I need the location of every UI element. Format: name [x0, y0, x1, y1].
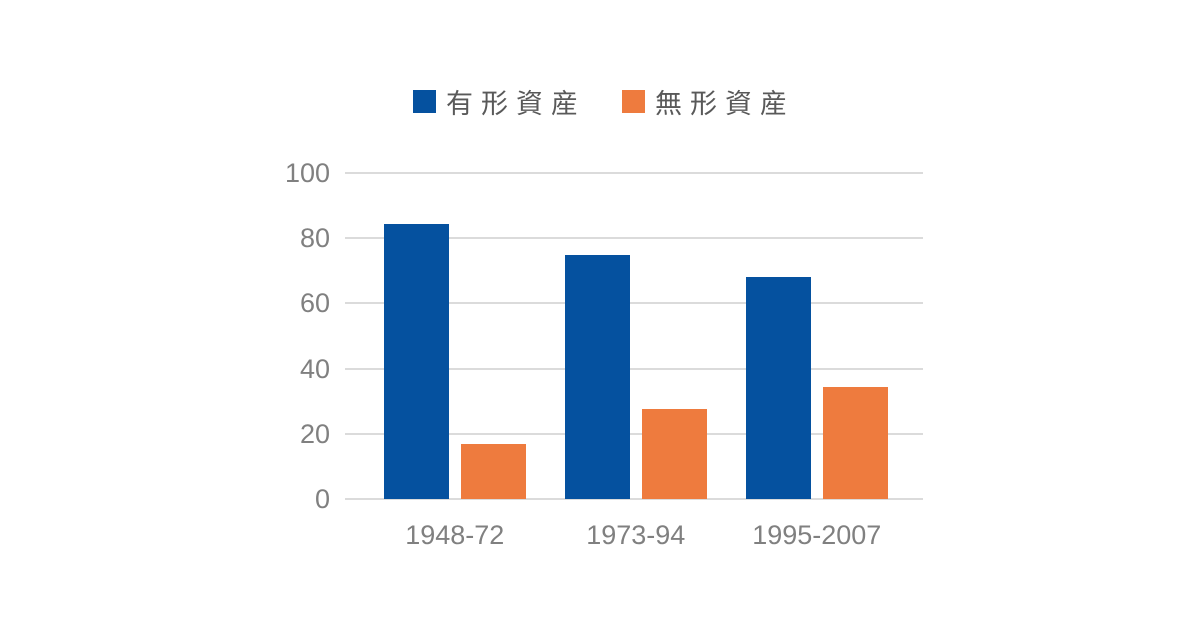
- gridline: [345, 432, 923, 435]
- y-axis-tick-label: 80: [299, 223, 330, 254]
- y-axis-tick-label: 40: [299, 353, 330, 384]
- x-axis-category-label: 1973-94: [586, 520, 686, 550]
- y-axis-tick-label: 20: [299, 418, 330, 449]
- legend-label: 有形資産: [446, 88, 586, 119]
- legend-item-tangible: 有形資産: [413, 82, 578, 121]
- bar-無形資産-1973-94: [641, 409, 707, 499]
- gridline: [345, 172, 923, 174]
- y-axis-tick-label: 0: [314, 484, 330, 514]
- x-axis-category-label: 1995-2007: [752, 520, 882, 550]
- gridline: [345, 237, 923, 240]
- chart-legend: 有形資産 無形資産: [0, 85, 1200, 119]
- x-axis-category-label: 1948-72: [405, 520, 505, 550]
- bar-有形資産-1973-94: [565, 254, 630, 499]
- y-axis-tick-label: 60: [299, 288, 330, 319]
- bar-有形資産-1995-2007: [746, 277, 811, 499]
- gridline: [345, 367, 923, 370]
- bar-無形資産-1948-72: [460, 443, 526, 499]
- legend-item-intangible: 無形資産: [622, 82, 787, 121]
- bar-無形資産-1995-2007: [822, 386, 888, 499]
- gridline: [345, 498, 923, 500]
- y-axis-tick-label: 100: [284, 158, 330, 188]
- legend-swatch-icon: [622, 89, 645, 113]
- bar-有形資産-1948-72: [384, 223, 449, 499]
- legend-swatch-icon: [413, 89, 436, 113]
- gridline: [345, 302, 923, 305]
- legend-label: 無形資産: [655, 88, 795, 119]
